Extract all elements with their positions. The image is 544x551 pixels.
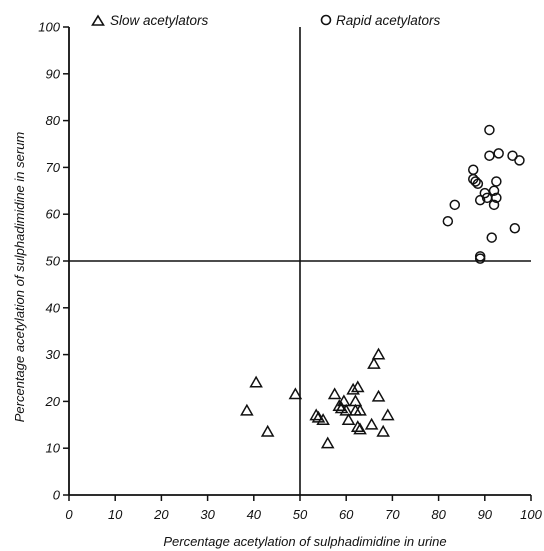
slow-acetylator-point [260,424,275,437]
y-tick-label: 100 [38,20,60,35]
slow-acetylator-point [240,403,254,416]
slow-acetylator-point [380,408,395,421]
slow-acetylator-point [353,422,367,435]
slow-acetylator-point [249,375,263,388]
slow-acetylator-point [346,382,360,395]
slow-acetylator-point [337,394,351,407]
rapid-acetylator-point [491,192,502,204]
slow-acetylator-point [327,387,342,400]
y-tick-label: 70 [46,160,61,175]
y-tick-label: 20 [45,394,61,409]
y-tick-label: 80 [46,113,61,128]
x-tick-label: 0 [65,507,73,522]
slow-acetylator-point [353,403,367,416]
rapid-acetylator-point [507,150,518,161]
slow-acetylator-point [364,417,379,430]
y-axis-label: Percentage acetylation of sulphadimidine… [12,132,27,423]
y-tick-label: 40 [46,300,61,315]
x-tick-label: 100 [520,507,542,522]
rapid-acetylator-point [514,155,525,166]
legend-marker-rapid-acetylators [320,14,332,26]
slow-acetylator-point [320,436,335,449]
slow-acetylator-point [371,347,386,360]
rapid-acetylator-point [488,199,500,211]
y-tick-label: 0 [53,488,61,503]
slow-acetylator-point [341,413,356,425]
y-tick-label: 10 [46,441,61,456]
slow-acetylator-point [350,420,365,433]
x-tick-label: 80 [431,507,446,522]
slow-acetylator-point [376,424,390,437]
rapid-acetylator-point [509,222,521,234]
slow-acetylator-point [288,387,303,400]
slow-acetylator-point [348,394,363,407]
rapid-acetylator-point [470,176,481,187]
slow-acetylator-point [339,403,353,416]
legend-marker-slow-acetylators [91,14,105,26]
y-tick-label: 30 [46,347,61,362]
rapid-acetylator-point [488,185,500,197]
x-axis-label: Percentage acetylation of sulphadimidine… [163,534,446,549]
rapid-acetylator-point [486,232,497,243]
rapid-acetylator-point [442,215,454,227]
x-tick-label: 10 [108,507,123,522]
slow-acetylator-point [350,380,365,393]
slow-acetylator-point [371,389,386,402]
legend-label-rapid-acetylators: Rapid acetylators [336,13,441,28]
rapid-acetylator-point [472,178,484,190]
y-tick-label: 60 [46,207,61,222]
x-tick-label: 70 [385,507,400,522]
rapid-acetylator-point [484,124,495,136]
x-tick-label: 50 [293,507,308,522]
reference-lines [69,27,531,495]
rapid-acetylator-point [484,150,495,161]
slow-acetylator-point [316,413,330,425]
slow-acetylator-point [309,408,323,421]
x-tick-label: 30 [200,507,215,522]
ticks: 0 10 20 30 40 50 60 70 80 90 100 0 10 20 30 40 50 60 70 80 9… [38,20,542,523]
slow-acetylator-point [367,356,381,369]
rapid-acetylator-point [449,199,461,211]
legend: Slow acetylators Rapid acetylators [91,13,441,28]
x-tick-label: 20 [153,507,169,522]
data-points [240,124,525,449]
x-tick-label: 40 [247,507,262,522]
rapid-acetylator-point [468,164,479,175]
rapid-acetylator-point [493,148,504,159]
y-tick-label: 90 [46,66,61,81]
x-tick-label: 60 [339,507,354,522]
rapid-acetylator-point [491,176,502,187]
legend-label-slow-acetylators: Slow acetylators [110,13,209,28]
rapid-acetylator-point [474,253,486,264]
y-tick-label: 50 [46,254,61,269]
rapid-acetylator-point [474,194,486,206]
x-tick-label: 90 [478,507,493,522]
